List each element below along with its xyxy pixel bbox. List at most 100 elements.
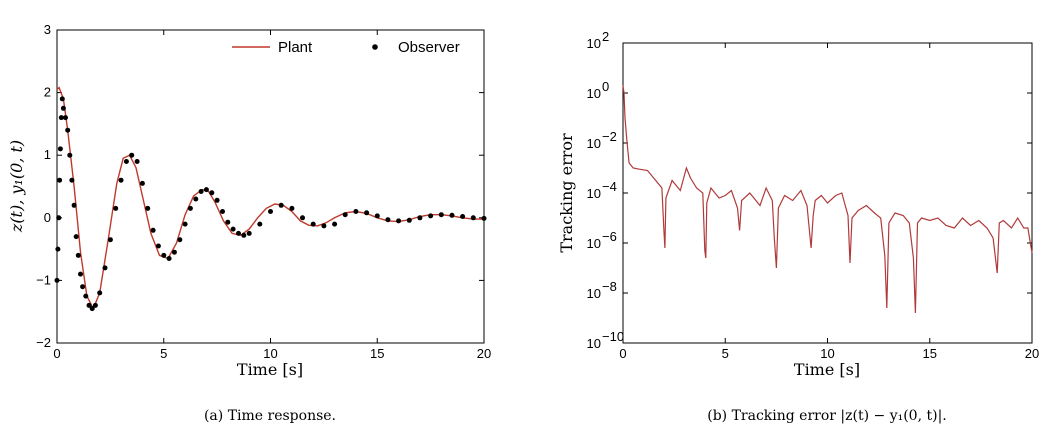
observer-point	[80, 284, 86, 290]
observer-point	[107, 237, 113, 243]
observer-point	[321, 223, 327, 229]
observer-point	[209, 190, 215, 196]
observer-point	[460, 214, 466, 219]
y-tick-exponent: −2	[602, 129, 617, 144]
observer-point	[225, 219, 231, 225]
observer-point	[86, 302, 92, 308]
y-axis-label: z(t), y₁(0, t)	[7, 140, 26, 233]
observer-point	[54, 277, 60, 283]
observer-point	[134, 159, 140, 164]
observer-point	[182, 221, 188, 227]
error-series	[622, 85, 1033, 314]
observer-point	[353, 209, 359, 214]
legend-marker-observer	[372, 44, 378, 50]
observer-point	[193, 196, 199, 202]
observer-point	[364, 210, 370, 216]
x-axis-label: Time [s]	[237, 360, 303, 379]
observer-point	[230, 226, 236, 232]
observer-point	[246, 230, 252, 236]
observer-point	[470, 215, 476, 221]
x-tick-label: 20	[477, 346, 491, 361]
chart-time-response: 0 5 10 15 20 −2 −1 0 1 2 3 Plant Observer Time [s]…	[7, 22, 491, 424]
y-tick-exponent: −8	[602, 279, 617, 294]
observer-point	[300, 215, 305, 221]
y-tick-exponent: 0	[602, 79, 609, 94]
observer-point	[203, 187, 209, 193]
y-tick-label: 10	[587, 186, 601, 201]
legend-label-observer: Observer	[398, 39, 460, 56]
observer-point	[374, 213, 380, 219]
observer-point	[145, 205, 151, 211]
x-tick-label: 0	[619, 346, 626, 361]
y-tick-label: 10	[587, 336, 601, 351]
observer-point	[118, 177, 124, 183]
y-tick-label: 10	[587, 236, 601, 251]
observer-point	[289, 205, 295, 211]
observer-point	[57, 177, 63, 183]
x-tick-label: 10	[263, 346, 277, 361]
observer-point	[161, 252, 167, 258]
caption: (a) Time response.	[204, 408, 336, 424]
observer-point	[57, 146, 63, 152]
observer-point	[58, 115, 64, 121]
observer-point	[385, 217, 391, 223]
observer-point	[198, 189, 204, 194]
observer-point	[97, 290, 103, 296]
y-tick-label: −1	[36, 272, 51, 287]
observer-point	[78, 271, 83, 277]
caption: (b) Tracking error |z(t) − y₁(0, t)|.	[707, 408, 947, 424]
observer-point	[396, 218, 402, 224]
error-line	[622, 85, 1033, 314]
observer-point	[123, 159, 129, 164]
observer-point	[449, 212, 455, 218]
observer-point	[55, 246, 61, 252]
x-axis-label: Time [s]	[794, 360, 860, 379]
observer-point	[257, 221, 263, 227]
y-tick-label: 10	[587, 86, 601, 101]
x-tick-label: 5	[160, 346, 167, 361]
observer-point	[406, 217, 412, 223]
y-tick-label: 2	[44, 85, 51, 100]
observer-point	[166, 256, 172, 261]
observer-point	[69, 177, 75, 183]
observer-point	[310, 221, 316, 227]
y-tick-label: 10	[587, 136, 601, 151]
y-axis-label: Tracking error	[557, 133, 576, 253]
observer-point	[278, 202, 284, 208]
observer-point	[67, 152, 73, 158]
x-tick-label: 15	[923, 346, 937, 361]
observer-point	[92, 302, 98, 308]
observer-point	[71, 202, 77, 208]
x-tick-label: 15	[370, 346, 384, 361]
observer-point	[83, 293, 89, 299]
observer-point	[428, 213, 434, 219]
observer-point	[220, 209, 225, 214]
y-tick-label: 0	[44, 210, 51, 225]
y-tick-label: 10	[587, 36, 601, 51]
observer-point	[236, 230, 241, 236]
observer-point	[75, 252, 81, 258]
observer-point	[89, 306, 95, 312]
legend: Plant Observer	[232, 39, 460, 56]
plot-frame	[56, 29, 485, 344]
observer-point	[332, 221, 338, 227]
y-tick-label: 1	[44, 147, 51, 162]
observer-point	[139, 180, 145, 186]
observer-point	[59, 96, 65, 102]
observer-point	[56, 215, 62, 221]
observer-point	[65, 127, 71, 133]
observer-point	[60, 105, 66, 111]
observer-point	[214, 197, 220, 203]
y-tick-label: 3	[44, 22, 51, 37]
observer-point	[438, 212, 444, 218]
observer-point	[113, 205, 119, 211]
x-tick-label: 20	[1025, 346, 1039, 361]
observer-point	[241, 232, 247, 238]
y-tick-exponent: 2	[602, 29, 609, 44]
observer-series	[54, 96, 487, 312]
observer-point	[342, 212, 348, 218]
observer-point	[63, 115, 68, 121]
observer-point	[155, 243, 161, 249]
